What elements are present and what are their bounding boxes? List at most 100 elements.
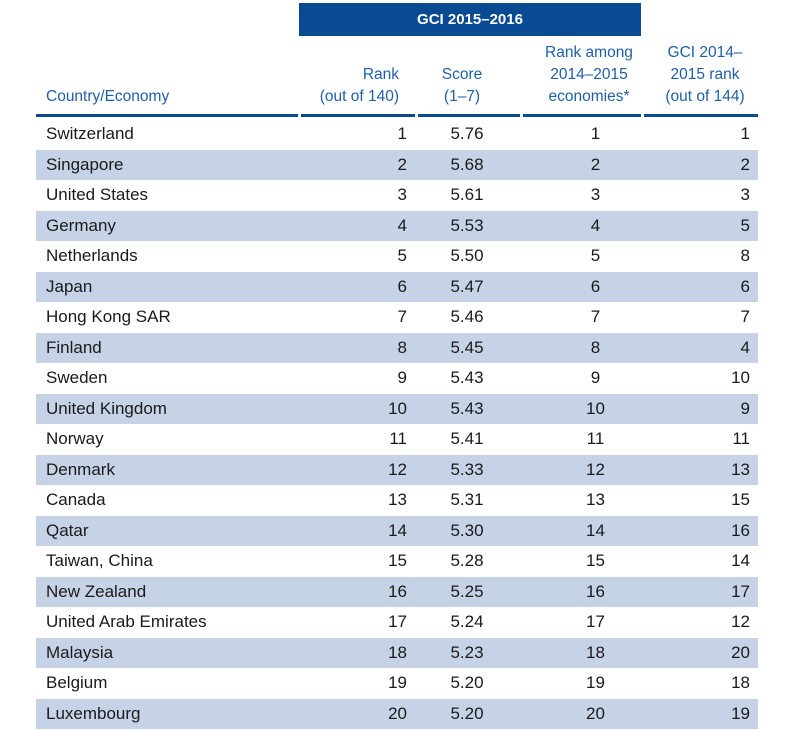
country-cell: Germany — [46, 215, 116, 235]
table-row: Belgium 19 5.20 19 18 — [36, 668, 758, 699]
rank-among-cell: 11 — [586, 429, 605, 448]
score-cell: 5.68 — [450, 154, 484, 174]
score-header: Score (1–7) — [420, 64, 504, 108]
country-cell: Malaysia — [46, 642, 114, 662]
country-cell: Qatar — [46, 520, 89, 540]
table-row: New Zealand 16 5.25 16 17 — [36, 576, 758, 607]
score-header-line-2: (1–7) — [443, 88, 481, 105]
previous-rank-cell: 19 — [731, 703, 750, 723]
gci-2015-2016-header-band: GCI 2015–2016 — [299, 3, 641, 36]
rank-cell: 5 — [397, 246, 407, 265]
rank-cell: 9 — [397, 368, 407, 387]
table-row: Luxembourg 20 5.20 20 19 — [36, 698, 758, 729]
previous-rank-cell: 20 — [731, 642, 750, 662]
score-cell: 5.30 — [450, 520, 484, 540]
rank-cell: 2 — [397, 154, 407, 174]
previous-rank-cell: 3 — [740, 185, 750, 204]
table-row: Norway 11 5.41 11 11 — [36, 424, 758, 455]
score-cell: 5.24 — [450, 612, 484, 631]
country-cell: Sweden — [46, 368, 108, 387]
rank-cell: 16 — [388, 581, 407, 601]
table-row: Sweden 9 5.43 9 10 — [36, 363, 758, 394]
rank-cell: 8 — [397, 337, 407, 357]
rank-cell: 13 — [388, 490, 407, 509]
country-cell: Canada — [46, 490, 106, 509]
rank-among-cell: 6 — [590, 276, 601, 296]
rank-among-cell: 14 — [586, 520, 605, 540]
previous-rank-cell: 12 — [731, 612, 750, 631]
country-economy-header: Country/Economy — [46, 86, 169, 108]
rank-cell: 3 — [397, 185, 407, 204]
rank-cell: 17 — [388, 612, 407, 631]
previous-rank-cell: 6 — [740, 276, 750, 296]
country-cell: United Kingdom — [46, 398, 167, 418]
country-cell: Switzerland — [46, 124, 134, 143]
rank-cell: 19 — [388, 673, 407, 692]
country-cell: United Arab Emirates — [46, 612, 207, 631]
rank-among-header-line-1: Rank among — [545, 44, 633, 61]
rank-among-header-line-2: 2014–2015 — [550, 66, 628, 83]
previous-rank-cell: 18 — [731, 673, 750, 692]
rank-cell: 15 — [388, 551, 407, 570]
score-cell: 5.53 — [450, 215, 484, 235]
rank-cell: 14 — [388, 520, 407, 540]
table-row: Taiwan, China 15 5.28 15 14 — [36, 546, 758, 577]
previous-rank-header-line-1: GCI 2014– — [667, 44, 743, 61]
header-rule-country — [36, 114, 298, 117]
country-cell: Netherlands — [46, 246, 138, 265]
rank-among-cell: 10 — [586, 398, 605, 418]
rank-among-cell: 8 — [590, 337, 601, 357]
header-rule-previous-rank — [644, 114, 758, 117]
rank-cell: 10 — [388, 398, 407, 418]
rank-cell: 18 — [388, 642, 407, 662]
rank-cell: 7 — [397, 307, 407, 326]
score-cell: 5.41 — [450, 429, 484, 448]
score-cell: 5.46 — [450, 307, 484, 326]
previous-rank-cell: 13 — [731, 459, 750, 479]
country-cell: Finland — [46, 337, 102, 357]
rank-among-header: Rank among 2014–2015 economies* — [524, 42, 654, 108]
country-cell: Taiwan, China — [46, 551, 153, 570]
header-rule-score — [418, 114, 520, 117]
previous-rank-cell: 11 — [732, 429, 750, 448]
table-row: Hong Kong SAR 7 5.46 7 7 — [36, 302, 758, 333]
previous-rank-cell: 17 — [731, 581, 750, 601]
previous-rank-header: GCI 2014– 2015 rank (out of 144) — [655, 42, 755, 108]
country-cell: Denmark — [46, 459, 115, 479]
score-cell: 5.47 — [450, 276, 484, 296]
previous-rank-header-line-3: (out of 144) — [665, 88, 745, 105]
country-cell: New Zealand — [46, 581, 147, 601]
country-cell: Japan — [46, 276, 93, 296]
table-row: Switzerland 1 5.76 1 1 — [36, 119, 758, 150]
previous-rank-cell: 9 — [740, 398, 750, 418]
rank-among-cell: 5 — [590, 246, 601, 265]
score-cell: 5.43 — [450, 368, 484, 387]
rank-among-cell: 20 — [586, 703, 605, 723]
score-cell: 5.76 — [450, 124, 484, 143]
table-row: Qatar 14 5.30 14 16 — [36, 515, 758, 546]
score-cell: 5.33 — [450, 459, 484, 479]
rank-among-cell: 12 — [586, 459, 605, 479]
previous-rank-cell: 10 — [731, 368, 750, 387]
country-header-line-1: Country/Economy — [46, 88, 170, 105]
rank-header: Rank (out of 140) — [299, 64, 399, 108]
rank-among-cell: 19 — [586, 673, 605, 692]
header-rule-rank-among — [523, 114, 641, 117]
previous-rank-header-line-2: 2015 rank — [670, 66, 740, 83]
score-cell: 5.25 — [450, 581, 484, 601]
country-cell: Luxembourg — [46, 703, 141, 723]
table-row: Finland 8 5.45 8 4 — [36, 332, 758, 363]
rank-among-cell: 17 — [586, 612, 605, 631]
country-cell: Hong Kong SAR — [46, 307, 171, 326]
score-cell: 5.45 — [450, 337, 484, 357]
table-row: United Arab Emirates 17 5.24 17 12 — [36, 607, 758, 638]
rank-cell: 4 — [397, 215, 407, 235]
score-cell: 5.50 — [450, 246, 484, 265]
previous-rank-cell: 5 — [740, 215, 750, 235]
rank-among-cell: 16 — [586, 581, 605, 601]
table-row: Canada 13 5.31 13 15 — [36, 485, 758, 516]
rank-header-line-1: Rank — [362, 66, 399, 83]
table-row: Malaysia 18 5.23 18 20 — [36, 637, 758, 668]
score-cell: 5.23 — [450, 642, 484, 662]
previous-rank-cell: 15 — [731, 490, 750, 509]
